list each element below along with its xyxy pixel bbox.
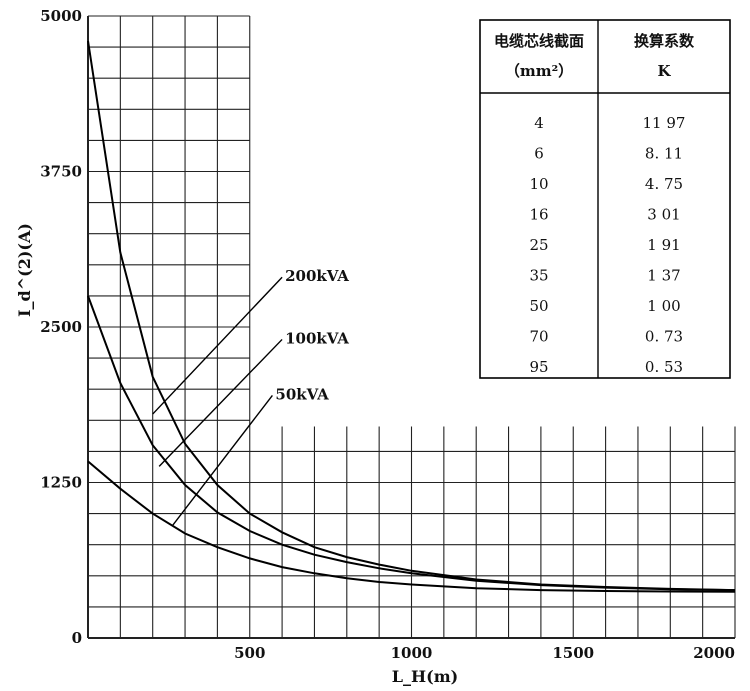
table-header-line1: 换算系数 [634,32,695,50]
leader-line-50kVA [171,394,273,527]
table-border [479,19,731,379]
table-cell-k: 11 97 [643,114,686,132]
table-cell-section: 70 [529,328,548,346]
table-cell-section: 95 [529,358,548,376]
table-cell-k: 0. 53 [645,358,683,376]
table-cell-k: 1 37 [647,267,680,285]
table-cell-section: 6 [534,145,544,163]
leader-line-100kVA [158,338,283,467]
x-axis-label: L_H(m) [392,667,458,686]
x-tick-label: 1500 [552,644,594,662]
leader-line-200kVA [152,276,283,415]
conversion-table: 电缆芯线截面 （mm²） 换算系数 K 4 11 97 6 8. 11 10 4. 75 16 3 0… [479,19,731,379]
table-cell-k: 0. 73 [645,328,683,346]
x-tick-label: 500 [234,644,265,662]
curve-50kVA [87,460,736,593]
table-cell-section: 35 [529,267,548,285]
table-cell-section: 50 [529,297,548,315]
table-header-line1: 电缆芯线截面 [494,32,584,50]
x-tick-label: 1000 [391,644,433,662]
table-cell-section: 16 [529,206,548,224]
table-cell-section: 25 [529,236,548,254]
table-cell-section: 10 [529,175,548,193]
chart-ticks: 0 1250 2500 3750 5000 500 1000 1500 2000 [40,7,735,662]
table-cell-k: 1 91 [647,236,680,254]
table-cell-section: 4 [534,114,544,132]
table-cell-k: 8. 11 [645,145,683,163]
table-header-line2: K [657,62,671,80]
chart-grid [87,15,736,639]
curve-leader-lines [152,276,283,527]
curve-100kVA [87,295,736,592]
x-tick-label: 2000 [693,644,735,662]
y-tick-label: 2500 [40,318,82,336]
curve-label-200kVA: 200kVA [285,267,349,285]
table-cell-k: 3 01 [647,206,680,224]
y-tick-label: 5000 [40,7,82,25]
curve-label-50kVA: 50kVA [275,385,329,403]
y-tick-label: 3750 [40,163,82,181]
y-axis-label: I_d^(2)(A) [15,223,34,317]
curve-label-100kVA: 100kVA [285,329,349,347]
y-tick-label: 1250 [40,474,82,492]
chart-curves [87,40,736,593]
y-tick-label: 0 [72,629,82,647]
curve-labels: 200kVA 100kVA 50kVA [275,267,349,403]
table-header-line2: （mm²） [505,62,573,80]
table-cell-k: 1 00 [647,297,680,315]
table-cell-k: 4. 75 [645,175,683,193]
